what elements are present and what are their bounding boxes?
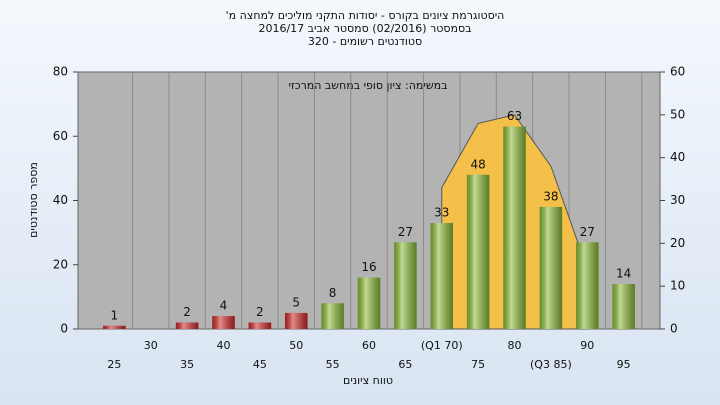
bar-shade [612, 284, 635, 329]
x-tick-label: 45 [253, 358, 267, 371]
y2-tick-label: 40 [670, 150, 685, 164]
value-label: 4 [220, 299, 228, 313]
x-tick-label: (Q1 70) [421, 339, 463, 352]
value-label: 38 [543, 189, 558, 203]
x-tick-label: 80 [508, 339, 522, 352]
y-tick-label: 40 [53, 193, 68, 207]
x-tick-label: 95 [617, 358, 631, 371]
bar-shade [539, 206, 563, 329]
value-label: 27 [580, 225, 595, 239]
x-tick-label: 50 [289, 339, 303, 352]
x-axis-label: טווח ציונים [343, 374, 393, 387]
bar-shade [575, 242, 599, 329]
value-label: 8 [329, 286, 337, 300]
x-tick-label: 55 [326, 358, 340, 371]
x-tick-label: 65 [398, 358, 412, 371]
x-tick-label: 60 [362, 339, 376, 352]
x-tick-label: 40 [217, 339, 231, 352]
x-tick-label: (Q3 85) [530, 358, 572, 371]
y2-tick-label: 60 [670, 65, 685, 79]
y2-tick-label: 30 [670, 193, 685, 207]
value-label: 5 [292, 295, 300, 309]
bar-shade [503, 126, 526, 329]
y-tick-label: 0 [60, 322, 68, 336]
x-tick-label: 25 [107, 358, 121, 371]
y2-tick-label: 10 [670, 279, 685, 293]
y-tick-label: 60 [53, 129, 68, 143]
y2-tick-label: 50 [670, 107, 685, 121]
value-label: 1 [111, 308, 119, 322]
y2-tick-label: 0 [670, 322, 678, 336]
x-tick-label: 30 [144, 339, 158, 352]
value-label: 2 [256, 305, 264, 319]
bar-shade [357, 277, 381, 329]
y-tick-label: 20 [53, 257, 68, 271]
value-label: 63 [507, 109, 522, 123]
value-label: 16 [361, 260, 376, 274]
y-tick-label: 80 [53, 65, 68, 79]
x-tick-label: 75 [471, 358, 485, 371]
bar-shade [248, 322, 272, 329]
value-label: 48 [470, 157, 485, 171]
value-label: 33 [434, 205, 449, 219]
bar-shade [212, 316, 235, 329]
y2-tick-label: 20 [670, 236, 685, 250]
x-tick-label: 35 [180, 358, 194, 371]
bar-shade [103, 325, 126, 329]
bar-shade [321, 303, 344, 329]
bar-shade [175, 322, 199, 329]
value-label: 27 [398, 225, 413, 239]
annotation: במשימה: ציון סופי במחשב המרכזי [288, 79, 447, 92]
bar-shade [284, 312, 308, 329]
value-label: 2 [183, 305, 191, 319]
bar-shade [466, 174, 490, 329]
y-axis-label: מספר סטודנטים [27, 162, 40, 238]
chart-subtitle: סטודנטים רשומים - 320 [308, 35, 422, 48]
x-tick-label: 90 [580, 339, 594, 352]
value-label: 14 [616, 267, 631, 281]
chart-subtitle: בסמסטר (02/2016) סמסטר אביב 2016/17 [258, 22, 471, 35]
bar-shade [394, 242, 417, 329]
chart-title: היסטוגרמת ציונים בקורס - יסודות התקני מו… [226, 9, 505, 22]
bar-shade [430, 222, 454, 329]
